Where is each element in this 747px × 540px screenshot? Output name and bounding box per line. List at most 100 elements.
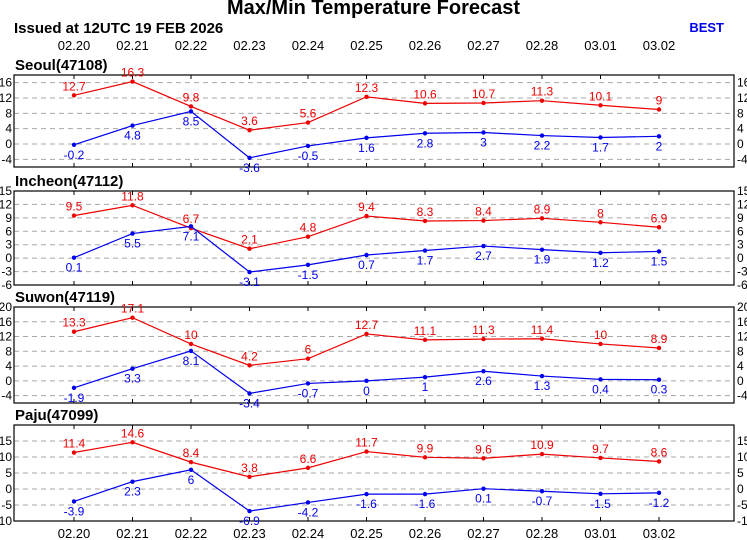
max-temp-point [656, 107, 662, 112]
max-temp-point [481, 336, 486, 342]
max-temp-point [598, 455, 603, 461]
max-temp-label: 3.6 [241, 114, 258, 128]
y-tick-label-right: 0 [737, 137, 744, 151]
max-temp-point [598, 103, 603, 108]
max-temp-label: 6.6 [300, 452, 317, 466]
min-temp-label: 1.7 [417, 254, 434, 268]
y-tick-label-left: 8 [5, 344, 12, 358]
min-temp-label: 3.3 [124, 372, 141, 386]
min-temp-point [481, 486, 486, 491]
y-tick-label-left: 15 [0, 434, 12, 448]
station-title: Paju(47099) [15, 407, 98, 424]
y-tick-label-right: -6 [737, 278, 747, 292]
min-temp-label: -0.5 [298, 149, 319, 163]
max-temp-label: 12.7 [355, 318, 379, 332]
x-tick-label-top: 02.24 [292, 38, 325, 53]
y-tick-label-right: 0 [737, 482, 744, 496]
min-temp-point [247, 508, 252, 514]
y-tick-label-right: -3 [737, 265, 747, 279]
min-temp-point [598, 377, 603, 382]
min-temp-point [188, 224, 194, 229]
max-temp-point [481, 456, 486, 461]
max-temp-label: 5.6 [300, 107, 317, 121]
y-tick-label-left: 20 [0, 300, 12, 314]
min-temp-point [539, 247, 545, 252]
max-temp-point [305, 356, 311, 361]
min-temp-point [305, 262, 311, 268]
min-temp-label: 1 [422, 380, 429, 394]
min-temp-point [422, 491, 428, 497]
y-tick-label-left: 4 [5, 122, 12, 136]
y-tick-label-right: 6 [737, 224, 744, 238]
max-temp-point [539, 336, 545, 341]
max-temp-label: 8.3 [417, 205, 434, 219]
min-temp-point [598, 135, 603, 140]
min-temp-label: 0.7 [358, 258, 375, 272]
max-temp-point [656, 345, 662, 351]
min-temp-point [71, 142, 77, 147]
max-temp-point [539, 98, 545, 103]
max-temp-label: 14.6 [121, 426, 145, 440]
max-temp-point [130, 79, 135, 84]
y-tick-label-right: 0 [737, 251, 744, 265]
min-temp-label: -1.5 [590, 497, 611, 511]
panel-frame [13, 190, 735, 286]
y-tick-label-right: -5 [737, 498, 747, 512]
y-tick-label-left: -3 [1, 265, 12, 279]
min-temp-label: -4.2 [298, 505, 319, 519]
min-temp-label: 1.3 [534, 379, 551, 393]
min-temp-label: -0.7 [298, 386, 319, 400]
y-tick-label-right: 10 [737, 450, 747, 464]
max-temp-label: 12.7 [62, 79, 86, 93]
min-temp-label: 2.2 [534, 139, 551, 153]
max-temp-label: 11.4 [531, 323, 554, 337]
max-temp-label: 10 [594, 328, 608, 342]
x-tick-label-top: 02.27 [467, 38, 500, 53]
max-temp-point [188, 459, 194, 465]
min-temp-point [481, 130, 486, 135]
min-temp-point [422, 248, 428, 253]
y-tick-label-right: 12 [737, 91, 747, 105]
min-temp-point [598, 250, 603, 255]
min-temp-label: 7.1 [183, 229, 200, 243]
max-temp-label: 13.3 [62, 316, 86, 330]
max-temp-label: 11.8 [121, 189, 144, 203]
y-tick-label-left: 12 [0, 197, 12, 211]
max-temp-label: 9.8 [183, 90, 200, 104]
max-temp-label: 6.7 [183, 212, 200, 226]
min-temp-label: -1.6 [415, 497, 436, 511]
max-temp-label: 8.4 [183, 446, 200, 460]
min-temp-label: -6.9 [239, 514, 260, 528]
max-temp-point [130, 203, 135, 208]
max-temp-point [656, 459, 662, 464]
max-temp-point [422, 101, 428, 106]
y-tick-label-right: 12 [737, 197, 747, 211]
panel-frame [13, 74, 735, 168]
max-temp-point [364, 331, 369, 337]
max-temp-point [422, 455, 428, 460]
min-temp-label: -1.5 [298, 268, 319, 282]
min-temp-label: 1.2 [592, 256, 609, 270]
min-temp-point [422, 374, 428, 380]
min-temp-label: -3.9 [64, 504, 85, 518]
max-temp-point [539, 451, 545, 457]
y-tick-label-right: 15 [737, 434, 747, 448]
max-temp-label: 8.6 [651, 445, 668, 459]
page-title: Max/Min Temperature Forecast [226, 0, 521, 19]
y-tick-label-left: 3 [5, 238, 12, 252]
min-temp-label: 2.7 [475, 249, 492, 263]
min-temp-point [188, 467, 194, 472]
max-temp-label: 9.6 [475, 442, 492, 456]
x-tick-label-top: 02.22 [175, 38, 208, 53]
min-temp-label: -0.2 [64, 148, 85, 162]
x-tick-label-bottom: 02.23 [233, 526, 266, 540]
min-temp-point [71, 255, 77, 260]
y-tick-label-left: 10 [0, 450, 12, 464]
max-temp-label: 11.3 [472, 323, 495, 337]
y-tick-label-right: 0 [737, 374, 744, 388]
max-temp-point [364, 94, 369, 100]
max-temp-label: 4.2 [241, 349, 258, 363]
min-temp-label: 6 [188, 473, 195, 487]
y-tick-label-left: 12 [0, 330, 12, 344]
max-temp-point [247, 128, 252, 133]
